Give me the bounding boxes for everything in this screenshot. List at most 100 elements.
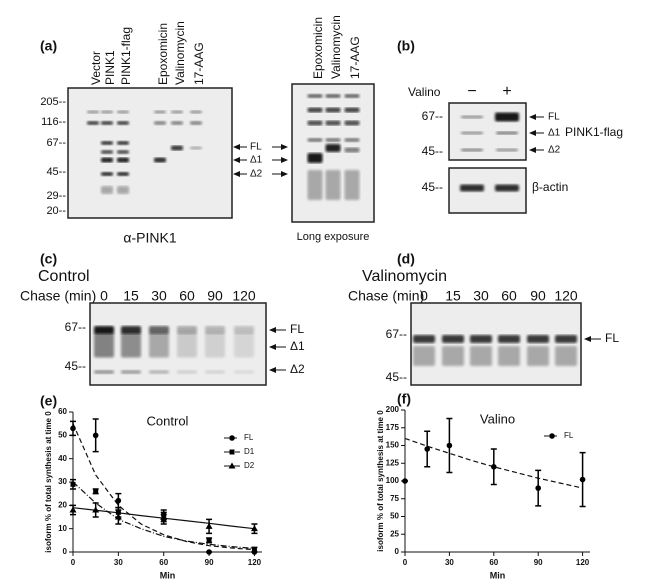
- panel-label: (a): [40, 38, 57, 54]
- y-axis-label: isoform % of total synthesis at time 0: [376, 410, 385, 552]
- blot-band: [177, 370, 197, 374]
- mw-marker: 67--: [422, 109, 443, 123]
- lane-label: Valinomycin: [329, 15, 343, 79]
- blot-band: [149, 370, 169, 374]
- marker: [69, 506, 77, 513]
- x-tick-label: 90: [205, 558, 214, 567]
- x-tick-label: 120: [248, 558, 262, 567]
- blot-band: [117, 172, 129, 176]
- blot-band: [442, 335, 464, 343]
- mw-marker: 67--: [65, 320, 86, 334]
- blot-band: [117, 121, 129, 125]
- x-axis-label: Min: [490, 570, 506, 580]
- y-tick-label: 175: [386, 423, 400, 432]
- mw-marker: 205--: [40, 96, 66, 108]
- legend-label: FL: [244, 433, 254, 442]
- blot-band: [527, 346, 549, 366]
- blot-band: [344, 147, 360, 153]
- y-tick-label: 50: [58, 430, 67, 439]
- marker: [114, 513, 122, 520]
- marker: [402, 478, 408, 484]
- marker: [160, 513, 168, 520]
- blot-band: [325, 170, 341, 200]
- blot-band: [190, 110, 202, 114]
- blot-band: [101, 110, 113, 114]
- protein-label: β-actin: [532, 180, 568, 194]
- marker: [535, 485, 541, 491]
- band-label: Δ1: [548, 128, 561, 139]
- lane-label: Epoxomicin: [311, 17, 325, 79]
- blot-band: [101, 121, 113, 125]
- x-tick-label: 30: [114, 558, 123, 567]
- blot-band: [94, 332, 114, 358]
- marker: [424, 446, 431, 452]
- time-label: 15: [123, 288, 139, 304]
- blot-band: [307, 94, 323, 98]
- y-tick-label: 0: [395, 547, 400, 556]
- lane-label: Epoxomicin: [156, 23, 170, 85]
- blot-band: [498, 346, 520, 366]
- blot-band: [470, 346, 492, 366]
- blot-band: [190, 146, 202, 150]
- blot-band: [117, 186, 129, 194]
- blot-band: [121, 326, 141, 334]
- chart-title: Valino: [480, 411, 515, 426]
- band-label: Δ1: [250, 155, 263, 166]
- blot-band: [527, 335, 549, 343]
- x-tick-label: 60: [489, 558, 498, 567]
- x-axis-label: Min: [160, 570, 176, 580]
- marker: [70, 481, 76, 487]
- band-label: Δ2: [250, 169, 263, 180]
- blot-band: [461, 115, 483, 119]
- lane-label: 17-AAG: [192, 42, 206, 85]
- blot-band: [495, 112, 519, 122]
- panel-title: Valinomycin: [362, 268, 447, 285]
- fit-line: [404, 437, 583, 489]
- y-tick-label: 100: [386, 476, 400, 485]
- blot-band: [171, 110, 183, 114]
- lane-label: Valinomycin: [173, 21, 187, 85]
- blot: [291, 83, 375, 223]
- y-tick-label: 50: [390, 512, 399, 521]
- condition-label: −: [467, 83, 476, 100]
- mw-marker: 67--: [46, 137, 66, 149]
- caption: α-PINK1: [123, 230, 176, 246]
- blot-band: [154, 121, 166, 125]
- marker: [229, 435, 235, 441]
- fit-line: [72, 481, 255, 550]
- blot-band: [307, 107, 323, 113]
- blot-band: [344, 107, 360, 113]
- time-label: 0: [100, 288, 108, 304]
- marker: [115, 497, 122, 504]
- y-tick-label: 75: [390, 494, 399, 503]
- panel-title: Control: [38, 268, 90, 285]
- caption: Long exposure: [297, 231, 370, 243]
- blot-band: [325, 120, 341, 126]
- marker: [251, 547, 257, 553]
- y-tick-label: 20: [58, 500, 67, 509]
- blot-band: [149, 332, 169, 358]
- y-tick-label: 0: [63, 547, 68, 556]
- marker: [205, 522, 213, 529]
- panel-label: (e): [40, 393, 57, 409]
- protein-label: PINK1-flag: [565, 125, 623, 139]
- marker: [228, 462, 236, 469]
- marker: [491, 464, 497, 470]
- band-label: Δ2: [548, 145, 561, 156]
- blot-band: [413, 346, 435, 366]
- blot-band: [87, 110, 99, 114]
- blot-band: [496, 131, 518, 135]
- blot-band: [101, 150, 113, 154]
- blot-band: [101, 157, 113, 163]
- blot-band: [325, 94, 341, 98]
- marker: [206, 549, 212, 555]
- blot-band: [234, 332, 254, 358]
- blot-band: [234, 370, 254, 374]
- blot-band: [149, 326, 169, 334]
- mw-marker: 20--: [46, 205, 66, 217]
- blot-band: [344, 138, 360, 142]
- blot-band: [154, 110, 166, 114]
- mw-marker: 116--: [41, 116, 66, 128]
- blot-band: [325, 107, 341, 113]
- marker: [206, 537, 212, 543]
